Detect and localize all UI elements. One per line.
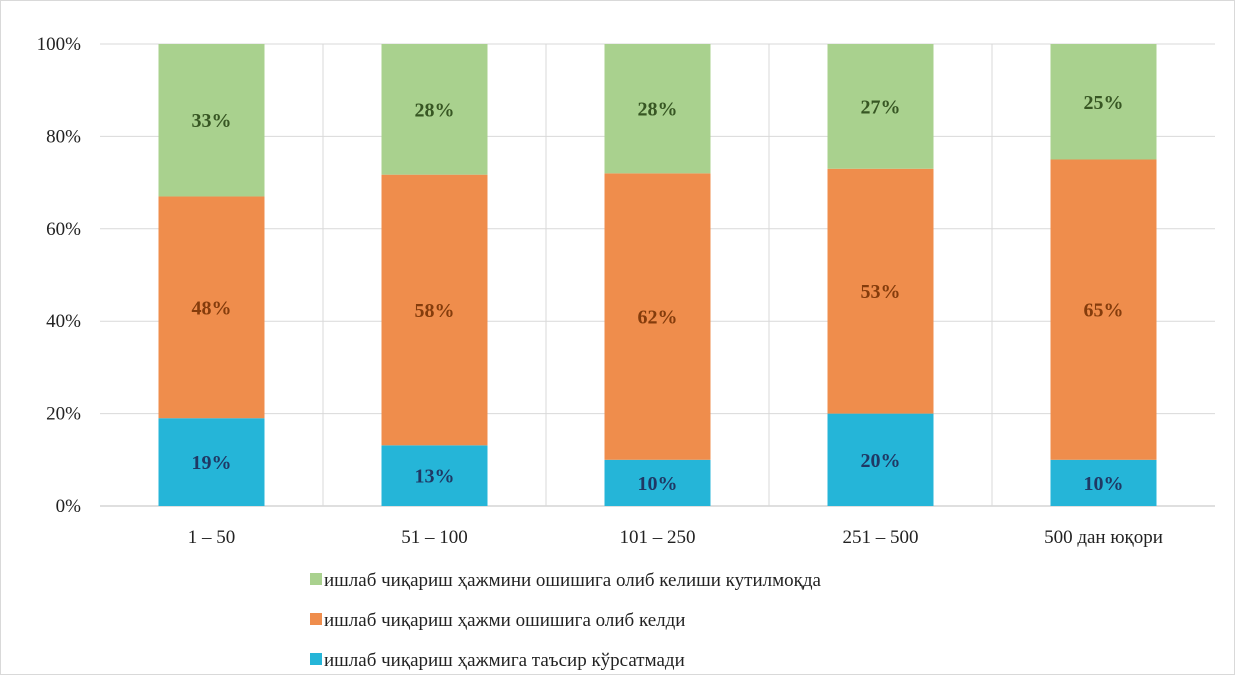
data-label: 53% (861, 281, 901, 303)
bar-segment (827, 44, 934, 169)
legend: ишлаб чиқариш ҳажмини ошишига олиб келиш… (310, 570, 822, 671)
bar-segment (381, 44, 488, 175)
legend-label: ишлаб чиқариш ҳажмига таъсир кўрсатмади (324, 650, 685, 671)
data-label: 27% (861, 96, 901, 118)
y-tick-label: 0% (56, 496, 82, 517)
bar-segment (381, 445, 488, 506)
data-label: 10% (1084, 473, 1124, 495)
data-label: 58% (415, 300, 455, 322)
data-label: 28% (638, 99, 678, 121)
x-category-label: 101 – 250 (620, 527, 696, 548)
y-tick-label: 60% (46, 219, 81, 240)
y-axis-ticks: 0% 20% 40% 60% 80% 100% (37, 34, 82, 517)
y-tick-label: 40% (46, 311, 81, 332)
data-label: 48% (192, 297, 232, 319)
y-tick-label: 80% (46, 126, 81, 147)
bar-segment (158, 196, 265, 419)
legend-label: ишлаб чиқариш ҳажми ошишига олиб келди (324, 610, 685, 631)
data-label: 20% (861, 450, 901, 472)
bar-segment (1050, 159, 1157, 460)
bar-segment (827, 168, 934, 414)
x-axis-categories: 1 – 50 51 – 100 101 – 250 251 – 500 500 дан … (188, 527, 1163, 548)
data-label: 25% (1084, 92, 1124, 114)
bar-segment (158, 44, 265, 197)
legend-swatch (310, 613, 322, 625)
bar-segment (604, 459, 711, 506)
data-label: 65% (1084, 300, 1124, 322)
data-label: 13% (415, 466, 455, 488)
x-category-label: 51 – 100 (401, 527, 468, 548)
y-tick-label: 20% (46, 404, 81, 425)
legend-label: ишлаб чиқариш ҳажмини ошишига олиб келиш… (324, 570, 822, 591)
bar-segment (1050, 459, 1157, 506)
bar-segment (827, 413, 934, 506)
bars: 19% 48% 33% 13% 58% 28% 10% 62% 28% 20% 53% 27% 10% 6… (158, 44, 1157, 506)
bar-segment (158, 418, 265, 506)
data-label: 33% (192, 110, 232, 132)
data-label: 10% (638, 473, 678, 495)
x-category-label: 251 – 500 (843, 527, 919, 548)
legend-swatch (310, 573, 322, 585)
bar-segment (1050, 44, 1157, 160)
bar-segment (381, 174, 488, 446)
bar-segment (604, 44, 711, 174)
bar-segment (604, 173, 711, 460)
x-category-label: 1 – 50 (188, 527, 236, 548)
data-label: 19% (192, 452, 232, 474)
data-label: 62% (638, 307, 678, 329)
x-category-label: 500 дан юқори (1044, 527, 1163, 548)
y-tick-label: 100% (37, 34, 82, 55)
legend-swatch (310, 653, 322, 665)
data-label: 28% (415, 99, 455, 121)
